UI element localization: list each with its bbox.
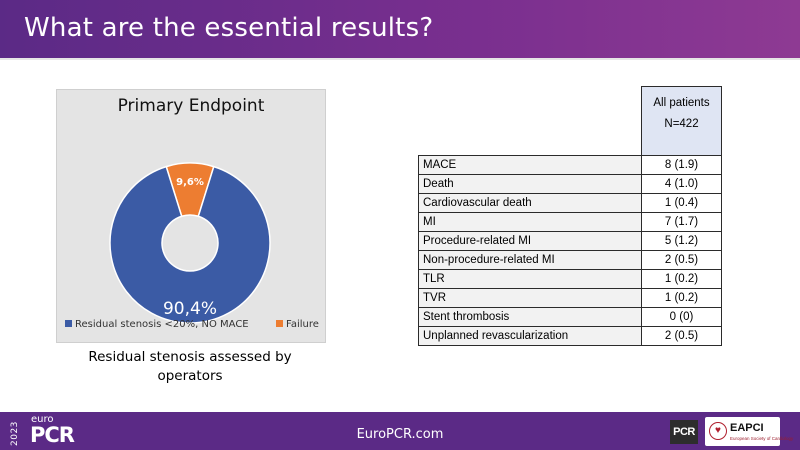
- chart-title: Primary Endpoint: [118, 96, 265, 116]
- row-value: 2 (0.5): [641, 326, 722, 346]
- row-label: Unplanned revascularization: [418, 326, 642, 346]
- table-row: MACE 8 (1.9): [418, 155, 722, 175]
- header-n: N=422: [664, 118, 699, 130]
- table-row: Cardiovascular death 1 (0.4): [418, 193, 722, 213]
- heart-icon: ♥: [709, 422, 727, 440]
- row-label: Death: [418, 174, 642, 194]
- legend-swatch-failure: [276, 320, 283, 327]
- row-label: Non-procedure-related MI: [418, 250, 642, 270]
- table-header-all-patients: All patients N=422: [641, 86, 722, 156]
- eapci-text: EAPCI: [730, 422, 764, 434]
- pcr-badge-logo: PCR: [670, 420, 698, 444]
- row-value: 2 (0.5): [641, 250, 722, 270]
- row-label: MI: [418, 212, 642, 232]
- row-label: Cardiovascular death: [418, 193, 642, 213]
- row-value: 0 (0): [641, 307, 722, 327]
- row-value: 8 (1.9): [641, 155, 722, 175]
- slide-footer: [0, 412, 800, 450]
- slide-title: What are the essential results?: [24, 13, 434, 43]
- table-row: Stent thrombosis 0 (0): [418, 307, 722, 327]
- slice-residual-stenosis: [109, 165, 271, 324]
- data-label-residual-stenosis: 90,4%: [163, 299, 217, 319]
- table-header-row: All patients N=422: [419, 86, 722, 156]
- slide-header: [0, 0, 800, 58]
- footer-url: EuroPCR.com: [356, 427, 444, 442]
- legend-label-residual-stenosis: Residual stenosis <20%, NO MACE: [75, 319, 249, 330]
- donut-chart: Primary Endpoint 9,6% 90,4%Residual stenos…: [65, 96, 319, 330]
- row-label: Stent thrombosis: [418, 307, 642, 327]
- row-value: 7 (1.7): [641, 212, 722, 232]
- row-value: 1 (0.4): [641, 193, 722, 213]
- row-label: Procedure-related MI: [418, 231, 642, 251]
- donut-chart-panel: Primary Endpoint 9,6% 90,4% Residual stenos…: [56, 89, 326, 343]
- header-divider: [0, 58, 800, 60]
- row-value: 5 (1.2): [641, 231, 722, 251]
- results-table: All patients N=422 MACE 8 (1.9) Death 4 (1.…: [418, 86, 722, 346]
- eapci-logo: ♥ EAPCI European Society of Cardiology: [705, 417, 793, 446]
- table-row: Non-procedure-related MI 2 (0.5): [418, 250, 722, 270]
- table-row: TLR 1 (0.2): [418, 269, 722, 289]
- eapci-subtitle: European Society of Cardiology: [730, 436, 794, 441]
- row-value: 1 (0.2): [641, 288, 722, 308]
- legend-swatch-residual-stenosis: [65, 320, 72, 327]
- table-row: Death 4 (1.0): [418, 174, 722, 194]
- header-all-patients: All patients: [653, 97, 710, 109]
- logo-euro-text: euro: [31, 414, 54, 425]
- chart-caption: Residual stenosis assessed by operators: [56, 348, 324, 386]
- table-row: Unplanned revascularization 2 (0.5): [418, 326, 722, 346]
- caption-line-1: Residual stenosis assessed by: [88, 349, 292, 365]
- data-label-failure: 9,6%: [176, 177, 204, 188]
- legend-label-failure: Failure: [286, 319, 319, 330]
- table-row: MI 7 (1.7): [418, 212, 722, 232]
- row-label: TLR: [418, 269, 642, 289]
- caption-line-2: operators: [157, 368, 223, 384]
- table-row: Procedure-related MI 5 (1.2): [418, 231, 722, 251]
- table-row: TVR 1 (0.2): [418, 288, 722, 308]
- row-label: MACE: [418, 155, 642, 175]
- row-value: 4 (1.0): [641, 174, 722, 194]
- row-label: TVR: [418, 288, 642, 308]
- table-header-empty: [419, 87, 642, 156]
- row-value: 1 (0.2): [641, 269, 722, 289]
- europcr-logo: PCR: [30, 423, 75, 447]
